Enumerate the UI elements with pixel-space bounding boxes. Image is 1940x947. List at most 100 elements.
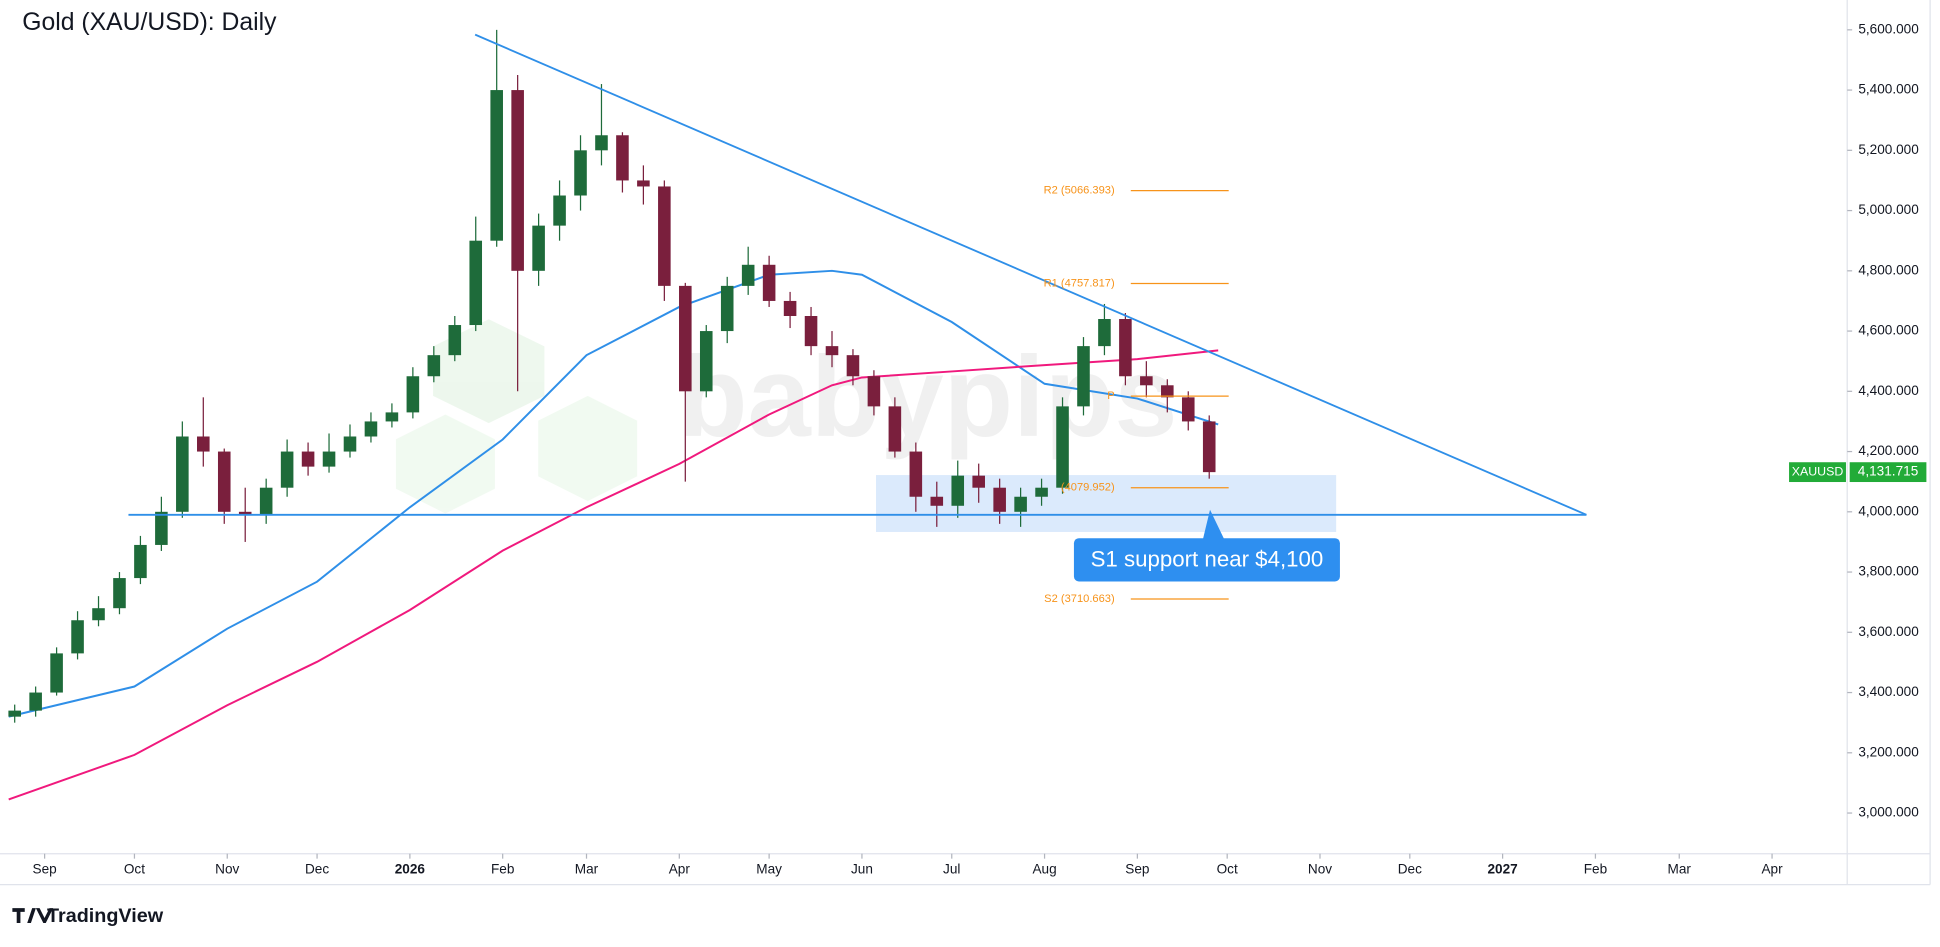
candle-body [930, 496, 944, 506]
candle-body [280, 451, 294, 488]
x-tick-label: Oct [1217, 861, 1238, 876]
symbol-tag [1789, 462, 1846, 483]
candle-body [1119, 319, 1132, 377]
x-tick-label: Feb [1584, 861, 1607, 876]
candle-body [511, 90, 524, 271]
x-tick-label: 2027 [1487, 861, 1517, 876]
y-tick-label: 4,400.000 [1858, 383, 1919, 398]
watermark-hex [395, 414, 495, 514]
candle-body [448, 325, 462, 356]
chart-title: Gold (XAU/USD): Daily [22, 9, 277, 36]
x-tick-label: May [756, 861, 782, 876]
candle-body [532, 225, 545, 271]
candle-body [1140, 376, 1153, 386]
candle-body [637, 180, 650, 187]
candle-body [1202, 421, 1216, 473]
watermark-text: babypips [678, 334, 1178, 461]
candle-body [825, 346, 839, 356]
candle-body [658, 186, 671, 286]
candle-body [720, 285, 734, 332]
y-tick-label: 5,400.000 [1858, 82, 1919, 97]
x-tick-label: Mar [1668, 861, 1692, 876]
candle-body [50, 653, 63, 693]
x-tick-label: Mar [575, 861, 599, 876]
candle-body [951, 475, 965, 506]
y-tick-label: 5,000.000 [1858, 202, 1919, 217]
candle-body [616, 135, 629, 181]
candle-body [699, 331, 713, 392]
candle-body [8, 710, 21, 717]
x-tick-label: Apr [1761, 861, 1783, 876]
candle-body [867, 376, 881, 407]
y-tick-label: 4,600.000 [1858, 323, 1919, 338]
candle-body [972, 475, 985, 488]
pivot-label: (4079.952) [1061, 482, 1115, 494]
candle-body [92, 608, 105, 621]
x-tick-label: Apr [669, 861, 691, 876]
brand-icon [12, 908, 54, 923]
candle-body [679, 285, 692, 392]
candle-body [238, 511, 252, 515]
y-tick-label: 5,200.000 [1858, 142, 1919, 157]
candle-body [322, 451, 336, 467]
candle-body [1077, 346, 1090, 407]
y-tick-label: 4,800.000 [1858, 262, 1919, 277]
candle-body [846, 355, 860, 377]
candle-body [71, 620, 84, 654]
x-tick-label: Oct [124, 861, 145, 876]
candle-body [1014, 496, 1027, 512]
candle-body [176, 436, 189, 512]
candle-body [993, 487, 1006, 512]
candle-body [343, 436, 357, 452]
candle-body [783, 300, 797, 317]
callout-text: S1 support near $4,100 [1091, 546, 1324, 571]
x-tick-label: Dec [305, 861, 329, 876]
x-tick-label: 2026 [395, 861, 426, 876]
candle-body [741, 264, 755, 286]
watermark: babypips [395, 319, 1178, 514]
candle-body [1035, 487, 1048, 497]
y-tick-label: 3,200.000 [1858, 744, 1919, 759]
pivot-label: R2 (5066.393) [1044, 185, 1115, 197]
candle-body [888, 406, 902, 452]
candle-body [595, 135, 608, 151]
price-tag [1849, 462, 1927, 483]
y-tick-label: 5,600.000 [1858, 21, 1919, 36]
y-tick-label: 3,400.000 [1858, 684, 1919, 699]
callout-box [1073, 538, 1340, 582]
x-tick-label: Jul [943, 861, 960, 876]
x-tick-label: Sep [33, 861, 57, 876]
candle-body [364, 421, 378, 437]
candle-body [406, 376, 420, 413]
price-label: 4,131.715 [1858, 464, 1918, 479]
candle-body [490, 90, 503, 241]
candle-body [155, 511, 168, 545]
candle-body [1098, 319, 1111, 347]
candle-body [427, 355, 441, 377]
candle-body [217, 451, 231, 512]
candle-body [385, 412, 399, 422]
brand-text: TradingView [47, 905, 164, 927]
x-tick-label: Aug [1032, 861, 1056, 876]
candle-body [113, 578, 126, 609]
x-tick-label: Nov [215, 861, 239, 876]
candle-body [259, 487, 273, 515]
x-tick-label: Feb [491, 861, 514, 876]
candle-body [1056, 406, 1069, 488]
moving-average [8, 349, 1219, 801]
candle-body [134, 544, 147, 579]
candle-body [29, 692, 42, 711]
symbol-label: XAUUSD [1792, 464, 1844, 478]
candle-body [553, 195, 566, 226]
y-tick-label: 4,200.000 [1858, 443, 1919, 458]
x-tick-label: Sep [1125, 861, 1149, 876]
candle-body [1181, 397, 1195, 422]
x-tick-label: Jun [851, 861, 873, 876]
watermark-hex [538, 395, 638, 502]
candle-body [909, 451, 923, 497]
candle-body [762, 264, 776, 301]
candle-body [1161, 385, 1174, 398]
